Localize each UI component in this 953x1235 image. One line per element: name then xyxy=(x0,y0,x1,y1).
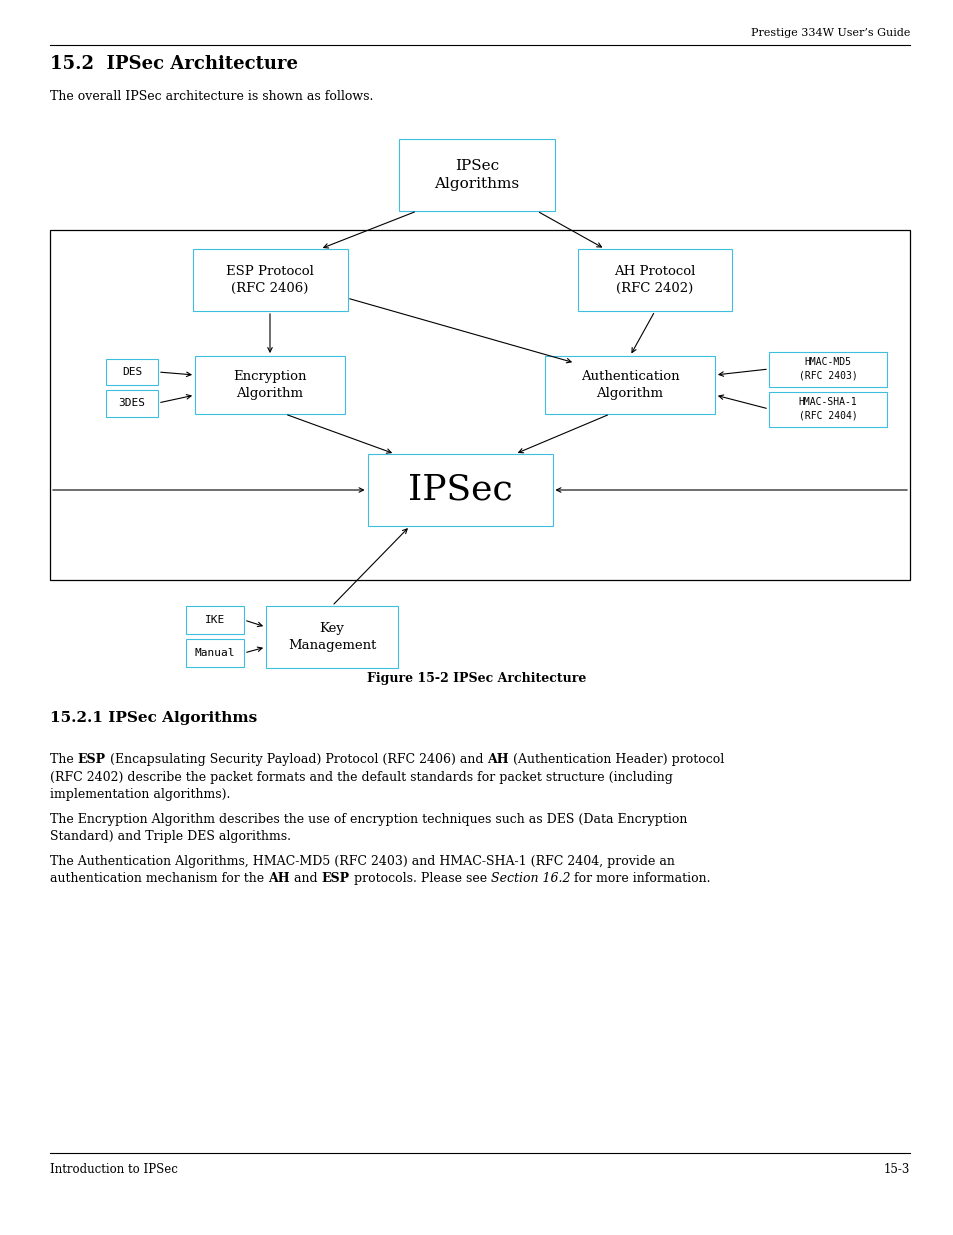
Text: Manual: Manual xyxy=(194,648,235,658)
FancyBboxPatch shape xyxy=(106,358,158,385)
FancyBboxPatch shape xyxy=(193,249,347,311)
Text: Section 16.2: Section 16.2 xyxy=(490,872,570,885)
Text: (Authentication Header) protocol: (Authentication Header) protocol xyxy=(509,753,723,766)
Text: Introduction to IPSec: Introduction to IPSec xyxy=(50,1163,177,1176)
Text: (RFC 2402) describe the packet formats and the default standards for packet stru: (RFC 2402) describe the packet formats a… xyxy=(50,771,672,783)
Text: Prestige 334W User’s Guide: Prestige 334W User’s Guide xyxy=(750,28,909,38)
Text: for more information.: for more information. xyxy=(570,872,710,885)
Text: AH: AH xyxy=(268,872,290,885)
Text: ESP: ESP xyxy=(77,753,106,766)
Text: The overall IPSec architecture is shown as follows.: The overall IPSec architecture is shown … xyxy=(50,90,373,103)
Text: ESP Protocol
(RFC 2406): ESP Protocol (RFC 2406) xyxy=(226,266,314,295)
Text: Standard) and Triple DES algorithms.: Standard) and Triple DES algorithms. xyxy=(50,830,291,844)
FancyBboxPatch shape xyxy=(544,356,714,414)
FancyBboxPatch shape xyxy=(577,249,732,311)
Text: Encryption
Algorithm: Encryption Algorithm xyxy=(233,370,307,400)
Text: and: and xyxy=(290,872,321,885)
Text: 15.2.1 IPSec Algorithms: 15.2.1 IPSec Algorithms xyxy=(50,711,257,725)
Text: Authentication
Algorithm: Authentication Algorithm xyxy=(580,370,679,400)
Bar xyxy=(50,230,909,580)
Text: 15-3: 15-3 xyxy=(882,1163,909,1176)
Text: DES: DES xyxy=(122,367,142,377)
Text: HMAC-SHA-1
(RFC 2404): HMAC-SHA-1 (RFC 2404) xyxy=(798,398,857,421)
Text: implementation algorithms).: implementation algorithms). xyxy=(50,788,230,802)
Text: 3DES: 3DES xyxy=(118,398,146,408)
Text: authentication mechanism for the: authentication mechanism for the xyxy=(50,872,268,885)
Text: IPSec: IPSec xyxy=(407,473,512,508)
Text: (Encapsulating Security Payload) Protocol (RFC 2406) and: (Encapsulating Security Payload) Protoco… xyxy=(106,753,487,766)
FancyBboxPatch shape xyxy=(186,638,244,667)
FancyBboxPatch shape xyxy=(266,606,397,668)
Text: The: The xyxy=(50,753,77,766)
FancyBboxPatch shape xyxy=(768,352,886,387)
FancyBboxPatch shape xyxy=(768,391,886,426)
Text: IPSec
Algorithms: IPSec Algorithms xyxy=(434,159,519,191)
Text: AH Protocol
(RFC 2402): AH Protocol (RFC 2402) xyxy=(614,266,695,295)
Text: Key
Management: Key Management xyxy=(288,622,375,652)
Text: ESP: ESP xyxy=(321,872,349,885)
Text: protocols. Please see: protocols. Please see xyxy=(349,872,490,885)
Text: AH: AH xyxy=(487,753,509,766)
Text: The Authentication Algorithms, HMAC-MD5 (RFC 2403) and HMAC-SHA-1 (RFC 2404, pro: The Authentication Algorithms, HMAC-MD5 … xyxy=(50,855,674,867)
FancyBboxPatch shape xyxy=(194,356,345,414)
Text: 15.2  IPSec Architecture: 15.2 IPSec Architecture xyxy=(50,56,297,73)
FancyBboxPatch shape xyxy=(106,389,158,416)
Text: The Encryption Algorithm describes the use of encryption techniques such as DES : The Encryption Algorithm describes the u… xyxy=(50,813,687,825)
Text: IKE: IKE xyxy=(205,615,225,625)
Text: Figure 15-2 IPSec Architecture: Figure 15-2 IPSec Architecture xyxy=(367,672,586,685)
FancyBboxPatch shape xyxy=(399,140,554,211)
Text: HMAC-MD5
(RFC 2403): HMAC-MD5 (RFC 2403) xyxy=(798,357,857,380)
FancyBboxPatch shape xyxy=(186,606,244,634)
FancyBboxPatch shape xyxy=(367,454,552,526)
